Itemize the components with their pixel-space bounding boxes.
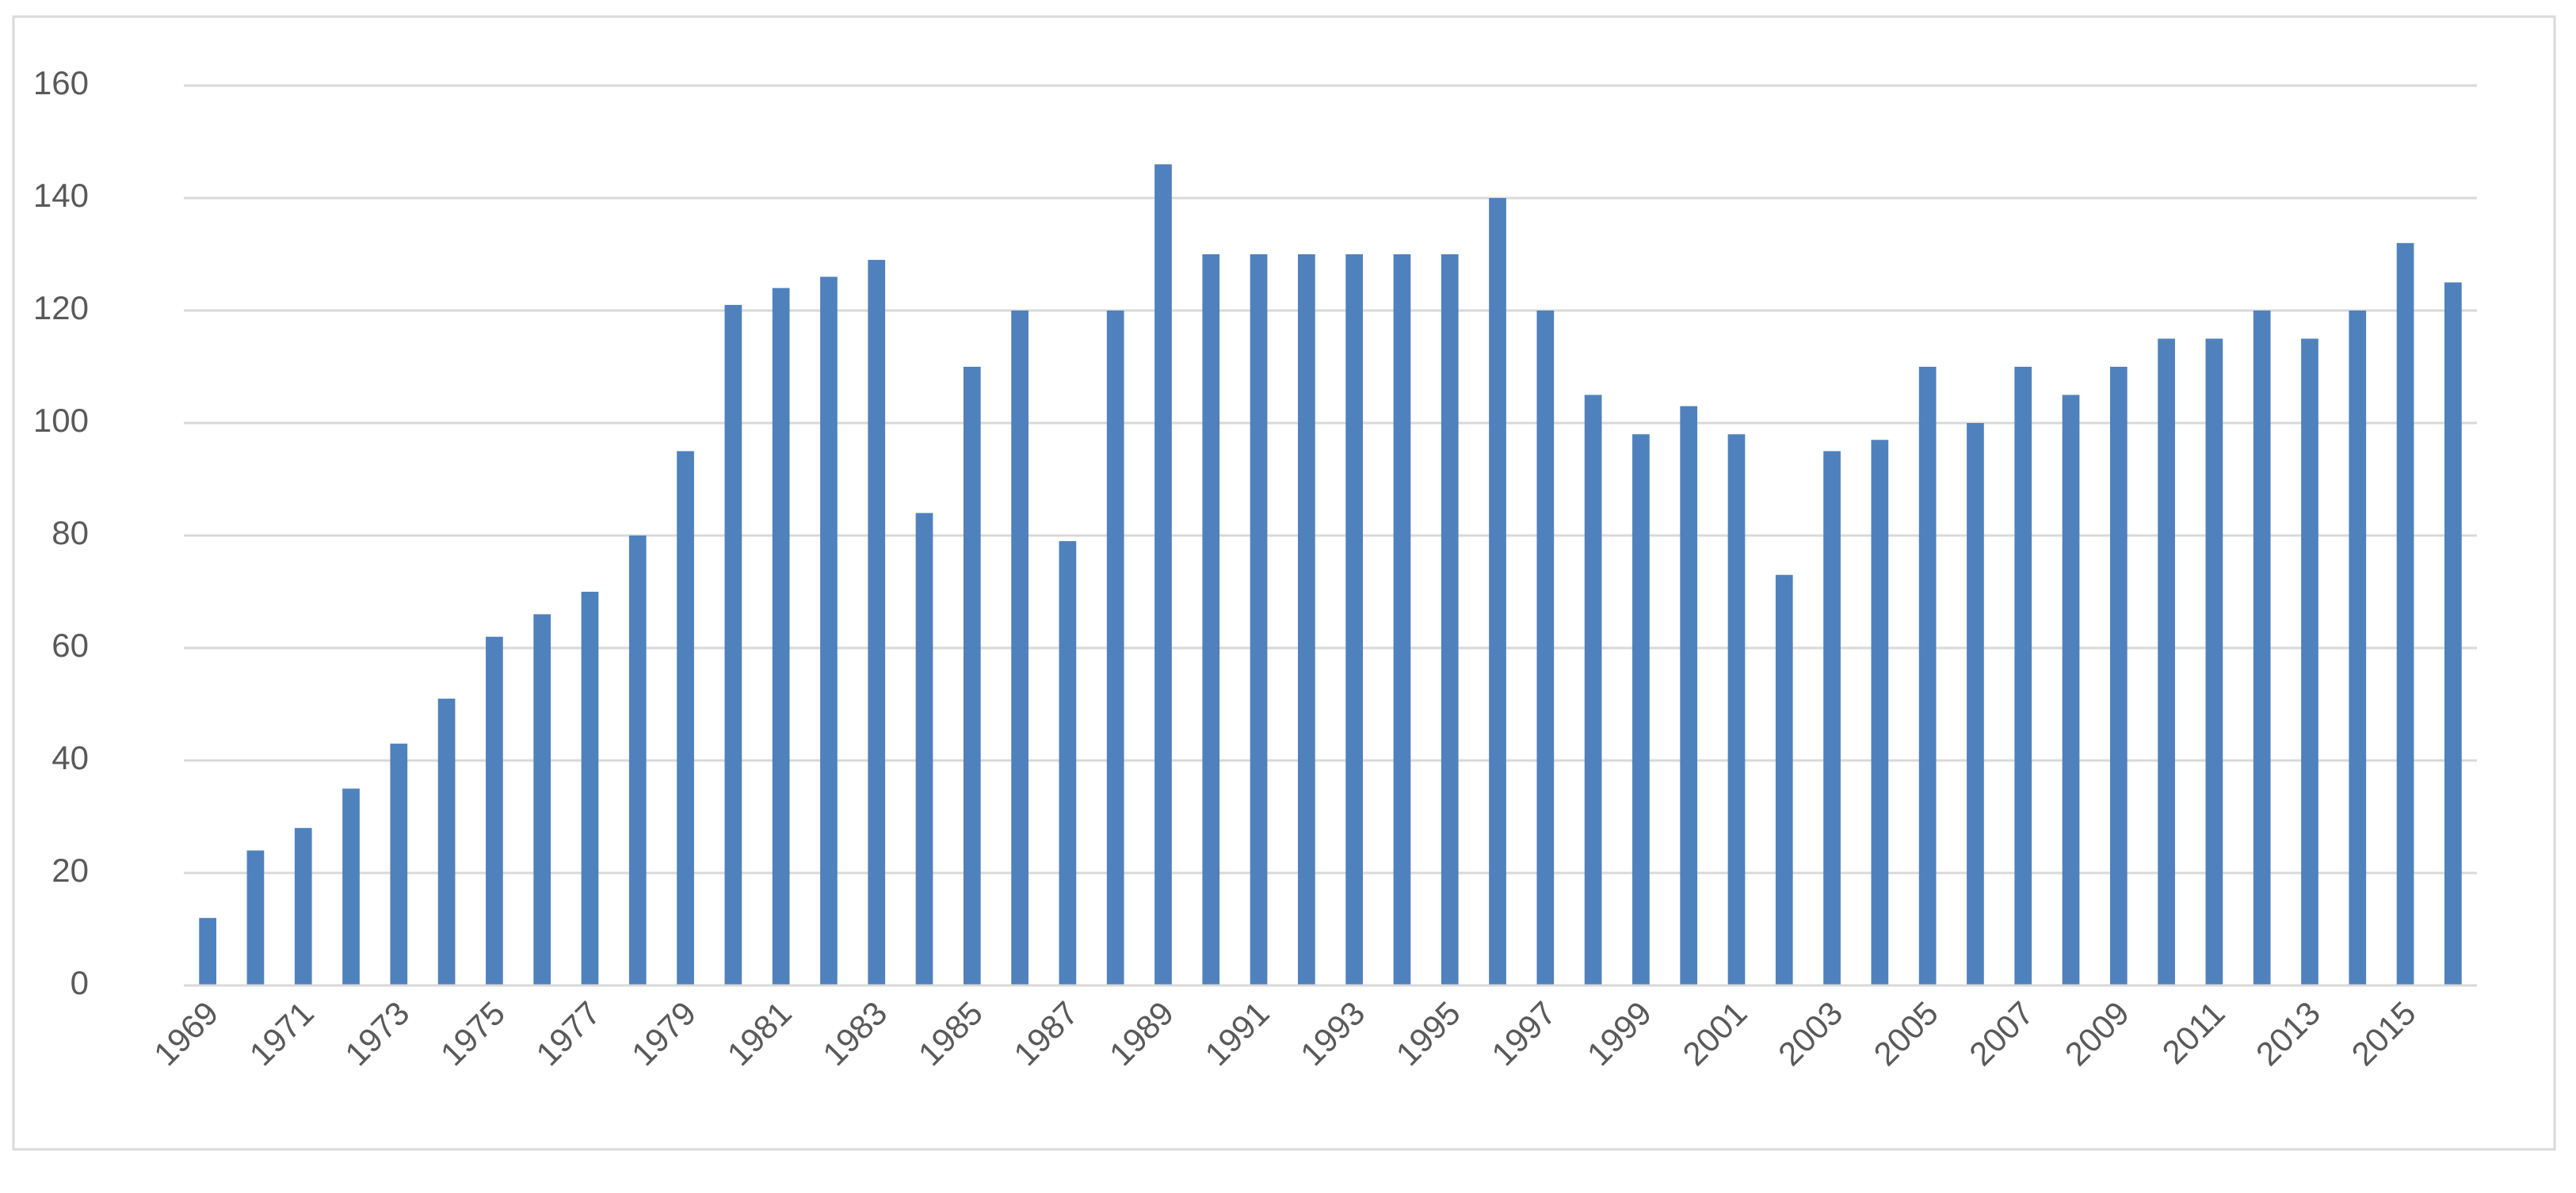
bar: [1967, 423, 1984, 985]
bar: [915, 513, 933, 985]
bar: [342, 788, 360, 985]
bar: [820, 276, 838, 985]
bar: [1918, 367, 1937, 985]
bar: [1871, 440, 1889, 985]
chart-frame: [12, 15, 2556, 1151]
bar: [1106, 311, 1124, 985]
bar: [581, 592, 599, 985]
bar: [1680, 406, 1698, 985]
bar: [724, 304, 742, 985]
bar: [1441, 254, 1459, 985]
bar: [677, 451, 694, 985]
y-tick-label: 60: [52, 627, 89, 664]
bar: [2349, 311, 2367, 985]
bar: [1154, 164, 1172, 985]
bar: [963, 367, 981, 985]
y-tick-label: 140: [33, 177, 89, 214]
bar: [1775, 574, 1793, 985]
y-tick-label: 80: [52, 514, 89, 551]
bar: [390, 743, 408, 985]
bar: [2205, 338, 2223, 985]
bar: [1536, 311, 1555, 985]
bar: [1202, 254, 1220, 985]
bar: [2396, 242, 2414, 985]
y-tick-label: 20: [52, 852, 89, 889]
bar: [2253, 311, 2271, 985]
bar: [246, 850, 265, 985]
bar: [2062, 394, 2080, 985]
bar: [486, 636, 503, 985]
bar: [2014, 367, 2032, 985]
bar: [1298, 254, 1315, 985]
bar: [772, 288, 790, 986]
bar: [1632, 434, 1650, 985]
bar: [1250, 254, 1268, 985]
y-tick-label: 120: [33, 289, 89, 326]
bar: [533, 614, 551, 985]
y-tick-label: 0: [71, 964, 89, 1001]
bar: [1584, 394, 1602, 985]
bar: [1727, 434, 1746, 985]
bar: [1393, 254, 1411, 985]
bar: [1059, 541, 1077, 985]
bar: [2301, 338, 2318, 985]
y-tick-label: 40: [52, 739, 89, 776]
bar: [2109, 367, 2128, 985]
bar: [437, 698, 456, 985]
bar: [1489, 198, 1506, 985]
bar: [2158, 338, 2175, 985]
bar: [2444, 282, 2462, 985]
bar: [294, 828, 312, 985]
bar: [628, 536, 647, 985]
y-tick-label: 160: [33, 64, 89, 101]
y-tick-label: 100: [33, 402, 89, 439]
bar: [868, 260, 886, 986]
bar: [1345, 254, 1363, 985]
bar: [1823, 451, 1841, 985]
bar: [1011, 311, 1028, 985]
bar: [199, 917, 216, 985]
